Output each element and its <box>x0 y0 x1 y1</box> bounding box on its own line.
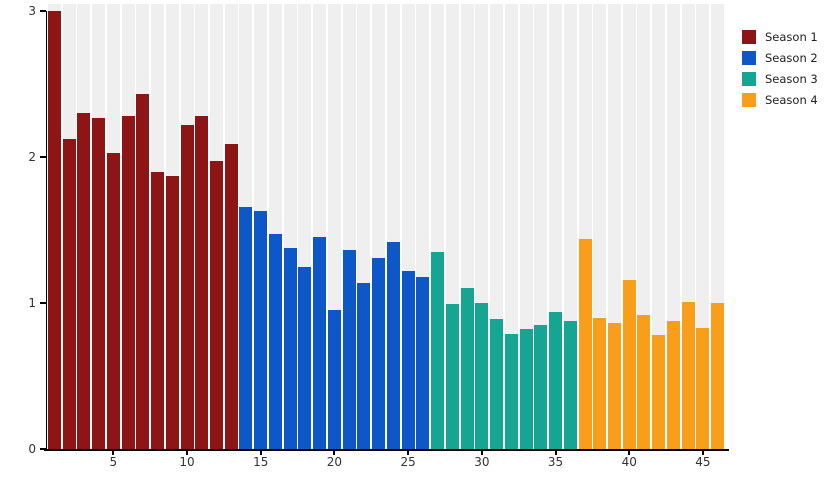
x-axis-tick-label: 35 <box>547 455 564 469</box>
bar-season2-episode18[interactable] <box>298 266 312 449</box>
bar-season1-episode9[interactable] <box>165 175 179 449</box>
bar-season2-episode26[interactable] <box>416 276 430 449</box>
bar-season4-episode44[interactable] <box>681 301 695 449</box>
y-axis-tick <box>40 448 46 450</box>
bar-season2-episode14[interactable] <box>239 206 253 449</box>
legend-label-season4: Season 4 <box>765 93 818 107</box>
bar-season3-episode27[interactable] <box>431 251 445 449</box>
x-axis-tick <box>186 450 189 455</box>
bar-season2-episode22[interactable] <box>357 282 371 449</box>
x-axis-tick-label: 10 <box>179 455 195 469</box>
bar-season4-episode43[interactable] <box>666 320 680 449</box>
bar-season3-episode35[interactable] <box>549 311 563 449</box>
bar-season3-episode32[interactable] <box>504 333 518 449</box>
bar-season3-episode34[interactable] <box>534 324 548 449</box>
y-axis-tick-label: 0 <box>28 442 36 456</box>
bar-season3-episode29[interactable] <box>460 288 474 449</box>
bar-season3-episode30[interactable] <box>475 303 489 449</box>
bar-season1-episode6[interactable] <box>121 116 135 449</box>
x-axis-tick-label: 20 <box>326 455 343 469</box>
bar-season4-episode42[interactable] <box>652 335 666 449</box>
legend-item-season3[interactable]: Season 3 <box>742 72 818 86</box>
bar-season1-episode8[interactable] <box>151 171 165 449</box>
x-axis-line <box>44 449 729 451</box>
legend-item-season1[interactable]: Season 1 <box>742 30 818 44</box>
legend-swatch-season4 <box>742 93 756 107</box>
bar-season2-episode23[interactable] <box>372 257 386 449</box>
bar-season1-episode5[interactable] <box>106 152 120 449</box>
bar-season4-episode45[interactable] <box>696 327 710 449</box>
bar-season1-episode13[interactable] <box>224 143 238 449</box>
bar-season1-episode2[interactable] <box>62 139 76 449</box>
x-axis-tick <box>480 450 483 455</box>
bar-season4-episode46[interactable] <box>711 303 725 449</box>
bar-season1-episode12[interactable] <box>210 161 223 449</box>
bar-season1-episode1[interactable] <box>47 11 61 449</box>
bar-season2-episode25[interactable] <box>401 270 415 449</box>
bar-season3-episode31[interactable] <box>490 319 504 449</box>
bar-season3-episode36[interactable] <box>563 320 577 449</box>
bar-season4-episode37[interactable] <box>578 238 592 449</box>
bar-season3-episode28[interactable] <box>445 304 459 449</box>
x-axis-tick-label: 40 <box>621 455 637 469</box>
bar-season3-episode33[interactable] <box>519 329 533 449</box>
x-axis-tick-label: 30 <box>474 455 490 469</box>
y-axis-line <box>45 11 47 451</box>
bar-season2-episode17[interactable] <box>283 247 297 449</box>
legend-label-season3: Season 3 <box>765 72 818 86</box>
legend-item-season4[interactable]: Season 4 <box>742 93 818 107</box>
legend-label-season2: Season 2 <box>765 51 818 65</box>
x-axis-tick <box>628 450 631 455</box>
x-axis-tick-label: 45 <box>695 455 711 469</box>
bar-season1-episode4[interactable] <box>92 117 106 449</box>
y-axis-tick-label: 3 <box>28 4 36 18</box>
bar-season2-episode24[interactable] <box>386 241 400 449</box>
bar-season1-episode11[interactable] <box>195 116 209 449</box>
legend-swatch-season3 <box>742 72 756 86</box>
y-axis-tick <box>40 302 46 304</box>
y-axis-tick-label: 1 <box>28 296 36 310</box>
x-axis-tick <box>701 450 704 455</box>
legend-swatch-season2 <box>742 51 756 65</box>
bar-season1-episode3[interactable] <box>77 113 91 449</box>
bar-season1-episode10[interactable] <box>180 124 194 449</box>
y-axis-tick <box>40 156 46 158</box>
x-axis-tick <box>554 450 557 455</box>
bar-season2-episode15[interactable] <box>254 211 268 449</box>
bar-season2-episode20[interactable] <box>327 310 341 449</box>
legend-label-season1: Season 1 <box>765 30 818 44</box>
x-axis-tick-label: 15 <box>253 455 269 469</box>
bar-season4-episode39[interactable] <box>607 323 621 449</box>
bar-season2-episode21[interactable] <box>342 250 356 449</box>
bar-season1-episode7[interactable] <box>136 94 150 449</box>
x-axis-tick <box>407 450 410 455</box>
bar-season2-episode16[interactable] <box>268 234 282 449</box>
x-axis-tick <box>333 450 336 455</box>
legend-item-season2[interactable]: Season 2 <box>742 51 818 65</box>
y-axis-tick <box>40 10 46 12</box>
x-axis-tick <box>112 450 115 455</box>
legend-swatch-season1 <box>742 30 756 44</box>
x-axis-tick-label: 25 <box>400 455 416 469</box>
x-axis-tick <box>259 450 262 455</box>
bar-season4-episode38[interactable] <box>593 317 607 449</box>
bar-season2-episode19[interactable] <box>313 237 327 449</box>
y-axis-tick-label: 2 <box>28 150 36 164</box>
bar-season4-episode40[interactable] <box>622 279 636 449</box>
x-axis-tick-label: 5 <box>109 455 118 469</box>
bar-season4-episode41[interactable] <box>637 314 651 449</box>
legend: Season 1 Season 2 Season 3 Season 4 <box>742 30 818 107</box>
